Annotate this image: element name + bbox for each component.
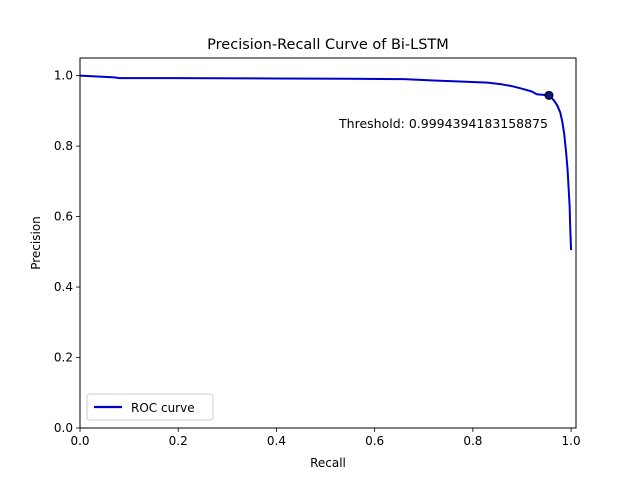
plot-area xyxy=(79,57,577,429)
x-tick-label: 0.0 xyxy=(70,434,89,448)
x-axis-label: Recall xyxy=(310,456,346,470)
threshold-marker xyxy=(544,90,554,100)
y-tick-label: 0.0 xyxy=(54,421,73,435)
legend-label: ROC curve xyxy=(131,401,195,415)
y-tick-label: 0.6 xyxy=(54,210,73,224)
series-line xyxy=(80,74,573,251)
x-tick-label: 0.6 xyxy=(365,434,384,448)
legend-box xyxy=(86,393,214,421)
curve-layer xyxy=(80,74,573,251)
chart-title: Precision-Recall Curve of Bi-LSTM xyxy=(207,37,449,53)
y-tick-label: 0.4 xyxy=(54,280,73,294)
x-axis-ticks: 0.0 0.2 0.4 0.6 0.8 1.0 xyxy=(70,428,581,448)
x-tick-label: 1.0 xyxy=(562,434,581,448)
y-tick-label: 0.2 xyxy=(54,351,73,365)
x-tick-label: 0.8 xyxy=(463,434,482,448)
y-tick-label: 1.0 xyxy=(54,69,73,83)
x-tick-label: 0.4 xyxy=(267,434,286,448)
x-tick-label: 0.2 xyxy=(169,434,188,448)
axes-frame xyxy=(79,57,577,429)
y-axis-label: Precision xyxy=(29,216,43,270)
y-axis-ticks: 0.0 0.2 0.4 0.6 0.8 1.0 xyxy=(54,69,80,435)
y-tick-label: 0.8 xyxy=(54,139,73,153)
threshold-annotation: Threshold: 0.9994394183158875 xyxy=(338,116,548,131)
legend: ROC curve xyxy=(86,393,214,421)
marker-layer xyxy=(544,90,554,100)
